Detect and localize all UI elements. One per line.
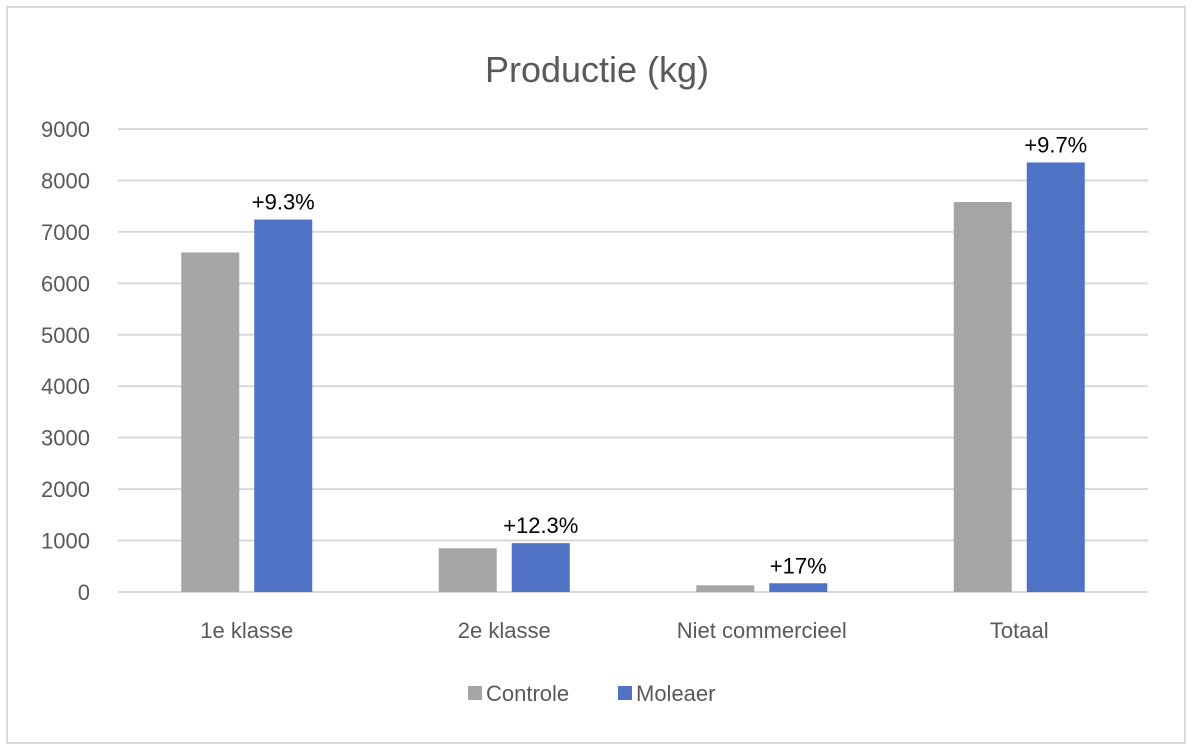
bar-chart: Productie (kg) 0 1000 2000 3000 4000 5000 6000… [41, 49, 1148, 706]
y-tick-label: 0 [78, 580, 90, 605]
legend: Controle Moleaer [468, 681, 715, 706]
category-label: 1e klasse [200, 618, 293, 643]
bar-moleaer-0 [254, 219, 313, 592]
y-tick-label: 9000 [41, 117, 90, 142]
data-label: +17% [770, 553, 827, 578]
category-label: Totaal [990, 618, 1049, 643]
legend-swatch-controle [468, 686, 482, 700]
bar-controle-3 [953, 202, 1012, 592]
data-label: +9.3% [252, 190, 315, 215]
legend-label-moleaer: Moleaer [636, 681, 715, 706]
bar-moleaer-3 [1026, 162, 1085, 592]
y-tick-label: 4000 [41, 374, 90, 399]
data-labels: +9.3% +12.3% +17% +9.7% [252, 132, 1088, 578]
bar-controle-0 [181, 252, 240, 592]
bar-controle-1 [438, 548, 497, 592]
legend-label-controle: Controle [486, 681, 569, 706]
y-tick-label: 2000 [41, 477, 90, 502]
bar-controle-2 [696, 585, 755, 592]
category-label: 2e klasse [458, 618, 551, 643]
y-tick-label: 5000 [41, 323, 90, 348]
data-label: +9.7% [1024, 132, 1087, 157]
bars [181, 162, 1085, 592]
y-tick-label: 1000 [41, 529, 90, 554]
category-label: Niet commercieel [677, 618, 847, 643]
y-tick-label: 7000 [41, 220, 90, 245]
bar-moleaer-1 [511, 543, 570, 592]
y-tick-label: 3000 [41, 426, 90, 451]
y-tick-label: 6000 [41, 271, 90, 296]
data-label: +12.3% [503, 513, 578, 538]
x-axis-category-labels: 1e klasse 2e klasse Niet commercieel Totaal [200, 618, 1048, 643]
chart-title: Productie (kg) [485, 49, 709, 90]
y-axis-tick-labels: 0 1000 2000 3000 4000 5000 6000 7000 8000 9000 [41, 117, 90, 605]
chart-frame: Productie (kg) 0 1000 2000 3000 4000 5000 6000… [6, 6, 1186, 744]
y-tick-label: 8000 [41, 168, 90, 193]
legend-swatch-moleaer [618, 686, 632, 700]
bar-moleaer-2 [769, 583, 828, 592]
